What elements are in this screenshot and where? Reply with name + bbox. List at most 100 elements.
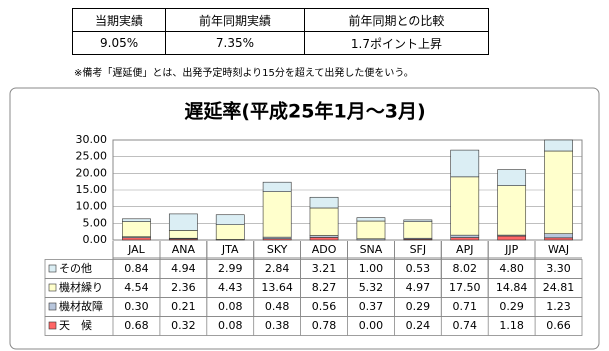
table-value: 0.71 [453,300,478,313]
bar-segment [450,176,480,236]
bar-segment [309,196,339,209]
table-value: 8.02 [453,262,478,275]
note: ※備考「遅延便」とは、出発予定時刻より15分を超えて出発した便をいう。 [74,68,414,79]
table-value: 0.32 [171,319,196,332]
bar-segment [544,150,573,234]
bar-segment [497,185,527,236]
table-value: 0.84 [124,262,149,275]
bar-segment [544,139,573,152]
legend-swatch [48,302,57,311]
legend-label: 天 候 [59,318,92,332]
bar-segment [403,219,433,222]
bar-segment [215,224,245,240]
table-value: 1.18 [499,319,524,332]
bar-segment [122,221,151,238]
legend-swatch [48,283,57,292]
table-value: 1.00 [359,262,384,275]
bar-segment [497,235,527,241]
table-value: 0.66 [546,319,571,332]
x-tick-label: SNA [360,243,383,256]
chart-title: 遅延率(平成25年1月～3月) [184,100,425,123]
table-value: 24.81 [543,281,575,294]
table-value: 2.36 [171,281,196,294]
y-tick-label: 15.00 [76,183,108,196]
y-tick-label: 0.00 [83,233,108,246]
table-value: 1.23 [546,300,571,313]
x-tick-label: JAL [127,243,146,256]
table-value: 5.32 [359,281,384,294]
bar-segment [168,230,198,239]
legend-label: 機材繰り [59,280,103,294]
legend-label: 機材故障 [59,299,103,313]
legend-swatch [48,264,57,273]
table-value: 4.97 [406,281,431,294]
table-value: 3.30 [546,262,571,275]
table-row-frame [44,316,583,336]
bar-segment [122,218,151,222]
x-tick-label: APJ [456,243,473,256]
table-value: 0.74 [453,319,478,332]
table-value: 0.53 [406,262,431,275]
y-tick-label: 30.00 [76,133,108,146]
table-value: 0.21 [171,300,196,313]
table-value: 2.99 [218,262,243,275]
table-value: 4.43 [218,281,243,294]
legend-swatch [48,321,57,330]
legend-label: その他 [59,262,92,275]
bar-segment [309,207,339,236]
bar-segment [356,217,386,222]
x-tick-label: ANA [172,243,196,256]
table-value: 0.37 [359,300,384,313]
x-tick-label: ADO [312,243,337,256]
table-value: 3.21 [312,262,337,275]
bar-segment [450,149,480,178]
table-value: 0.56 [312,300,337,313]
table-value: 17.50 [449,281,481,294]
x-tick-label: JJP [504,243,518,256]
table-value: 0.68 [124,319,149,332]
table-value: 4.80 [499,262,524,275]
value-cell: 1.7ポイント上昇 [303,31,490,55]
table-value: 0.08 [218,300,243,313]
bar-segment [122,237,151,241]
header-cell: 前年同期実績 [165,8,305,32]
table-value: 0.29 [499,300,524,313]
bar-segment [215,214,245,226]
bar-segment [309,237,339,241]
bar-segment [356,220,386,240]
bar-segment [262,181,292,192]
x-tick-label: JTA [221,243,239,256]
y-tick-label: 25.00 [76,150,108,163]
value-cell: 9.05% [71,31,167,55]
table-value: 14.84 [496,281,528,294]
table-value: 0.48 [265,300,290,313]
summary-table: 当期実績 前年同期実績 前年同期との比較 9.05% 7.35% 1.7ポイント上昇 [71,8,490,55]
bar-segment [403,221,433,239]
x-tick-label: SKY [267,243,288,256]
table-value: 0.38 [265,319,290,332]
y-tick-label: 10.00 [76,200,108,213]
table-value: 0.30 [124,300,149,313]
x-tick-label: SFJ [410,243,427,256]
bar-segment [450,237,480,241]
bar-segment [544,237,573,241]
table-value: 0.78 [312,319,337,332]
table-value: 0.08 [218,319,243,332]
y-tick-label: 20.00 [76,166,108,179]
table-value: 13.64 [261,281,293,294]
bar-segment [544,233,573,239]
table-value: 8.27 [312,281,337,294]
table-value: 0.00 [359,319,384,332]
header-cell: 当期実績 [71,8,167,32]
plot-area [112,139,583,241]
bar-segment [450,234,480,238]
table-value: 0.24 [406,319,431,332]
table-value: 4.54 [124,281,149,294]
table-value: 2.84 [265,262,290,275]
x-tick-label: WAJ [548,243,569,256]
bar-segment [497,169,527,186]
table-value: 0.29 [406,300,431,313]
y-tick-label: 5.00 [83,216,108,229]
